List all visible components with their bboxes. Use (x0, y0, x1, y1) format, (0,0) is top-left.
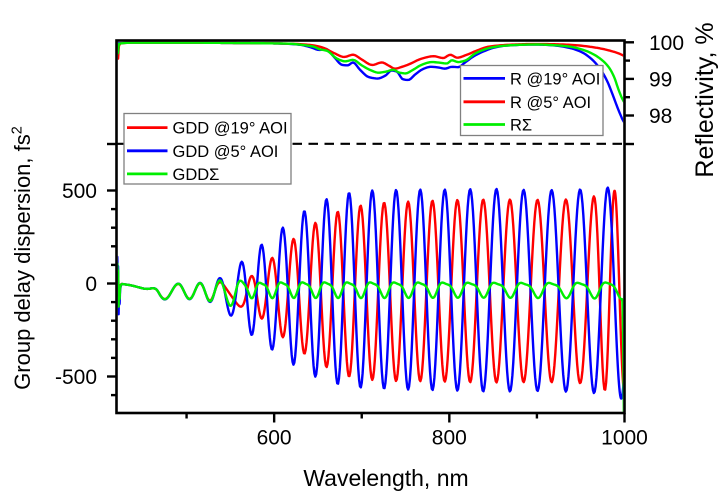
legend-r: R @19° AOI R @5° AOI RΣ (459, 64, 604, 137)
x-tick-label-800: 800 (432, 427, 467, 450)
axis-ticks (107, 41, 634, 423)
x-tick-labels: 600 800 1000 (257, 427, 648, 450)
legend-r-label-19: R @19° AOI (510, 70, 600, 88)
legend-gdd: GDD @19° AOI GDD @5° AOI GDDΣ (123, 112, 292, 185)
right-tick-labels: 100 99 98 (649, 32, 684, 128)
series-gdd- (117, 262, 624, 412)
left-axis-title: Group delay dispersion, fs2 (10, 126, 36, 390)
curves-layer (117, 41, 624, 412)
left-tick-label-m500: -500 (55, 366, 97, 389)
legend-r-label-5: R @5° AOI (510, 94, 591, 112)
legend-gdd-label-19: GDD @19° AOI (173, 120, 288, 138)
legend-gdd-label-sum: GDDΣ (173, 166, 220, 184)
left-tick-label-0: 0 (85, 273, 97, 296)
right-axis-title: Reflectivity, % (691, 22, 719, 177)
left-tick-labels: 500 0 -500 (55, 180, 97, 389)
left-tick-label-500: 500 (62, 180, 97, 203)
right-tick-label-100: 100 (649, 32, 684, 55)
series-r- (117, 41, 624, 103)
legend-gdd-label-5: GDD @5° AOI (173, 143, 279, 161)
x-tick-label-1000: 1000 (601, 427, 648, 450)
right-tick-label-98: 98 (649, 105, 672, 128)
x-tick-label-600: 600 (257, 427, 292, 450)
series-r-5-aoi (117, 41, 624, 70)
right-tick-label-99: 99 (649, 68, 672, 91)
x-axis-title: Wavelength, nm (303, 465, 468, 491)
legend-r-label-sum: RΣ (510, 117, 532, 135)
left-axis-title-superscript: 2 (10, 126, 26, 134)
legend-gdd-box (123, 112, 292, 185)
